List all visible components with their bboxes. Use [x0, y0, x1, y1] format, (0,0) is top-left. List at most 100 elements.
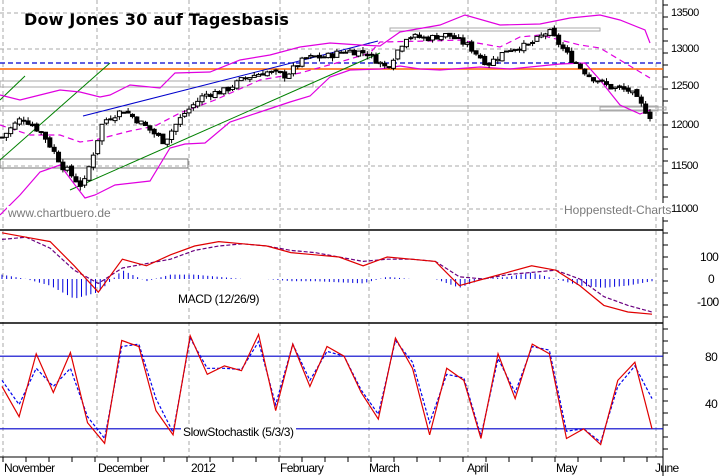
candle-body [473, 50, 479, 55]
candle-body [186, 108, 192, 114]
candle-body [543, 33, 549, 37]
candle-body [290, 65, 296, 75]
candle-body [634, 89, 640, 97]
candle-body [325, 52, 331, 59]
candle-body [608, 83, 614, 90]
candle-body [434, 35, 440, 40]
candle-body [21, 119, 27, 122]
candle-body [308, 55, 314, 58]
macd-tick-minus100: -100 [697, 295, 719, 309]
candle-body [16, 118, 22, 125]
candle-body [551, 27, 557, 37]
candle-body [160, 133, 166, 145]
candle-body [612, 86, 618, 90]
candle-body [164, 138, 170, 145]
candle-body [621, 86, 627, 90]
candle-body [195, 100, 201, 107]
candle-body [569, 50, 575, 63]
candle-body [238, 77, 244, 82]
candle-body [417, 34, 423, 39]
candle-body [490, 58, 496, 66]
candle-body [173, 123, 179, 132]
candle-body [269, 70, 275, 73]
candle-body [151, 128, 157, 135]
candle-body [138, 120, 144, 125]
candle-body [12, 122, 18, 130]
candle-body [482, 55, 488, 66]
candle-body [617, 85, 623, 88]
candle-body [547, 29, 553, 36]
bollinger-upper [0, 14, 651, 101]
macd-line [1, 232, 653, 315]
zone-12200 [0, 105, 659, 112]
candle-body [82, 178, 88, 186]
x-label-february: February [280, 461, 324, 475]
zone-12200-right [599, 106, 667, 111]
candle-body [156, 132, 162, 136]
candle-body [386, 66, 392, 69]
candle-body [438, 35, 444, 41]
candle-body [403, 38, 409, 48]
candle-body [564, 47, 570, 53]
candle-body [503, 50, 509, 53]
candle-body [229, 86, 235, 91]
candle-body [508, 49, 514, 53]
candle-body [343, 51, 349, 54]
candle-body [573, 61, 579, 64]
x-label-may: May [556, 461, 577, 475]
candle-body [112, 117, 118, 122]
candle-body [390, 59, 396, 69]
candle-body [147, 125, 153, 131]
candle-body [56, 151, 62, 163]
candle-body [273, 69, 279, 72]
candle-body [42, 131, 48, 140]
candle-body [351, 49, 357, 56]
candle-body [638, 96, 644, 104]
x-label-2012: 2012 [191, 461, 216, 475]
candle-body [134, 116, 140, 124]
candle-body [530, 41, 536, 44]
zone-13270 [389, 27, 601, 32]
candle-body [99, 123, 105, 142]
candle-body [373, 54, 379, 64]
candle-body [334, 50, 340, 58]
candle-body [643, 103, 649, 114]
candle-body [73, 176, 79, 183]
candle-body [625, 87, 631, 92]
candle-body [264, 71, 270, 77]
candle-body [8, 127, 14, 135]
candle-body [399, 45, 405, 52]
candle-body [395, 49, 401, 60]
candle-body [595, 80, 601, 83]
candle-body [225, 86, 231, 92]
candle-body [369, 53, 375, 56]
candle-body [108, 118, 114, 121]
watermark-chartbuero: www.chartbuero.de [7, 206, 112, 220]
bollinger-middle [0, 34, 651, 143]
candle-body [199, 95, 205, 103]
candle-body [464, 42, 470, 45]
candle-body [321, 56, 327, 59]
candle-body [556, 34, 562, 45]
stoch-label: SlowStochastik (5/3/3) [181, 425, 296, 439]
x-label-december: December [98, 461, 149, 475]
candle-body [451, 35, 457, 40]
macd-signal-line [1, 236, 653, 313]
candle-body [143, 121, 149, 127]
y-tick-13500: 13500 [671, 7, 699, 19]
candle-body [64, 166, 70, 171]
candle-body [577, 63, 583, 69]
candle-body [208, 94, 214, 97]
candle-body [282, 71, 288, 79]
candle-body [116, 110, 122, 118]
candle-body [499, 52, 505, 62]
candle-body [469, 41, 475, 52]
candle-body [586, 74, 592, 78]
candle-body [330, 53, 336, 59]
macd-label: MACD (12/26/9) [176, 292, 262, 306]
candle-body [95, 140, 101, 155]
candle-body [430, 34, 436, 41]
candle-body [560, 44, 566, 49]
